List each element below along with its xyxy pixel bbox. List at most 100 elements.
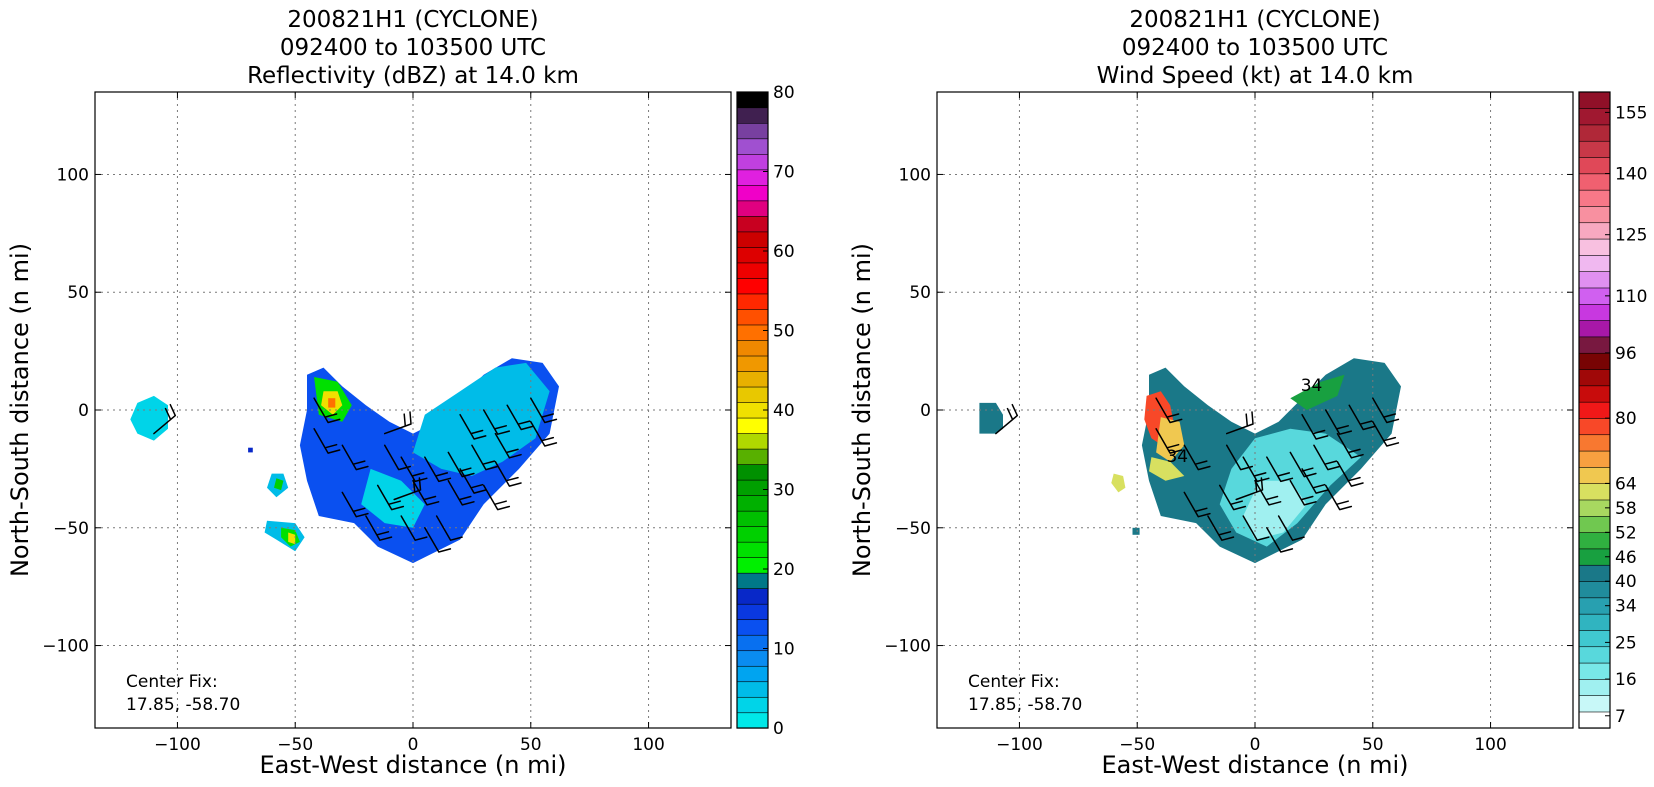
reflectivity-region-3 <box>130 395 168 441</box>
y-tick-label-3: 50 <box>909 283 931 303</box>
wind-barb-2 <box>1183 444 1211 471</box>
colorbar-swatch-28 <box>1578 254 1611 272</box>
reflectivity-y-axis-label: North-South distance (n mi) <box>6 243 34 577</box>
wind-barb-26 <box>1266 527 1294 553</box>
colorbar-tick-label-2: 20 <box>773 560 795 580</box>
reflectivity-region-12 <box>248 447 253 453</box>
colorbar-tick-label-14: 155 <box>1615 103 1647 123</box>
colorbar-tick-label-13: 140 <box>1615 165 1647 185</box>
colorbar-swatch-39 <box>736 107 769 124</box>
colorbar-swatch-29 <box>1578 238 1611 256</box>
wind-region-8 <box>1111 473 1126 493</box>
colorbar-tick-label-8: 80 <box>773 83 795 103</box>
colorbar-swatch-35 <box>1578 140 1611 158</box>
colorbar-swatch-40 <box>736 91 769 109</box>
wind-barb-12 <box>482 409 511 435</box>
colorbar-swatch-17 <box>736 448 769 465</box>
colorbar-swatch-24 <box>736 339 769 357</box>
wind-barb-15 <box>459 468 487 494</box>
colorbar-swatch-16 <box>736 463 769 481</box>
colorbar-tick-label-0: 0 <box>773 719 784 739</box>
colorbar-swatch-33 <box>1578 173 1611 191</box>
colorbar-swatch-21 <box>736 386 769 403</box>
wind-barb-24 <box>435 515 463 541</box>
wind-barb-27 <box>153 403 177 435</box>
y-tick-label-1: −50 <box>895 519 931 539</box>
wind-barb-1 <box>1155 428 1183 454</box>
colorbar-swatch-37 <box>736 138 769 155</box>
wind-barb-20 <box>1289 479 1317 506</box>
wind-center-fix-label: Center Fix: <box>968 672 1060 692</box>
colorbar-swatch-21 <box>1578 368 1611 387</box>
colorbar-swatch-15 <box>736 479 769 496</box>
contour-label-0: 34 <box>1301 376 1323 396</box>
x-tick-label-2: 0 <box>408 735 419 755</box>
colorbar-swatch-14 <box>736 495 769 512</box>
wind-barb-27 <box>995 403 1019 435</box>
wind-contour-labels: 34 34 <box>1166 376 1322 467</box>
reflectivity-center-fix-value: 17.85, -58.70 <box>126 695 240 715</box>
wind-barb-16 <box>494 461 522 487</box>
wind-speed-panel: 200821H1 (CYCLONE) 092400 to 103500 UTC … <box>848 7 1647 779</box>
colorbar-swatch-3 <box>736 665 769 683</box>
y-tick-label-4: 100 <box>899 165 931 185</box>
wind-title-line-2: 092400 to 103500 UTC <box>1122 35 1388 61</box>
colorbar-swatch-4 <box>736 650 769 667</box>
wind-barb-15 <box>1301 468 1329 494</box>
wind-barb-21 <box>482 484 511 511</box>
reflectivity-region-2 <box>361 468 425 528</box>
x-tick-label-3: 50 <box>520 735 542 755</box>
colorbar-swatch-20 <box>1578 385 1611 403</box>
colorbar-swatch-4 <box>1578 646 1611 664</box>
wind-barb-25 <box>1235 477 1264 501</box>
x-tick-label-2: 0 <box>1250 735 1261 755</box>
colorbar-swatch-28 <box>736 277 769 295</box>
x-tick-label-4: 100 <box>1474 735 1506 755</box>
wind-barb-14 <box>1372 397 1400 424</box>
reflectivity-center-fix-label: Center Fix: <box>126 672 218 692</box>
colorbar-swatch-6 <box>736 619 769 636</box>
colorbar-swatch-19 <box>1578 401 1611 419</box>
wind-barb-5 <box>400 456 428 483</box>
colorbar-tick-label-5: 50 <box>773 322 795 342</box>
wind-y-axis-label: North-South distance (n mi) <box>848 243 876 577</box>
reflectivity-title-line-1: 200821H1 (CYCLONE) <box>287 7 538 33</box>
colorbar-swatch-3 <box>1578 662 1611 680</box>
wind-barb-23 <box>1242 515 1270 541</box>
colorbar-swatch-32 <box>736 215 769 233</box>
wind-barb-26 <box>424 527 452 553</box>
colorbar-swatch-9 <box>736 572 769 589</box>
wind-barb-13 <box>1348 404 1376 431</box>
colorbar-swatch-30 <box>736 246 769 264</box>
colorbar-tick-label-4: 40 <box>1615 572 1637 592</box>
colorbar-swatch-30 <box>1578 222 1611 240</box>
wind-axis-ticks: −100 −50 0 50 100 −100 −50 0 50 100 <box>884 92 1573 755</box>
colorbar-swatch-16 <box>1578 450 1611 468</box>
wind-barb-2 <box>341 444 369 471</box>
wind-barb-17 <box>341 491 369 518</box>
colorbar-swatch-33 <box>736 200 769 217</box>
wind-barb-3 <box>1225 444 1254 471</box>
colorbar-swatch-7 <box>736 603 769 621</box>
colorbar-swatch-18 <box>736 432 769 450</box>
wind-region-2 <box>1243 480 1307 540</box>
wind-colorbar: 7 16 25 34 40 46 52 58 64 80 96 110 125 140 155 <box>1578 91 1647 729</box>
colorbar-swatch-1 <box>736 696 769 714</box>
wind-barb-0 <box>1155 397 1183 424</box>
reflectivity-region-1 <box>413 362 550 476</box>
wind-barb-21 <box>1324 484 1353 511</box>
colorbar-swatch-23 <box>1578 336 1611 354</box>
colorbar-swatch-25 <box>736 324 769 341</box>
colorbar-swatch-9 <box>1578 564 1611 582</box>
colorbar-tick-label-1: 16 <box>1615 670 1637 690</box>
colorbar-swatch-37 <box>1578 108 1611 126</box>
wind-barb-4 <box>383 411 412 435</box>
colorbar-tick-label-12: 125 <box>1615 226 1647 246</box>
colorbar-tick-label-6: 52 <box>1615 523 1637 543</box>
wind-barb-16 <box>1336 461 1364 487</box>
colorbar-swatch-1 <box>1578 695 1611 713</box>
wind-barb-9 <box>494 432 522 459</box>
colorbar-tick-label-3: 30 <box>773 481 795 501</box>
reflectivity-axis-ticks: −100 −50 0 50 100 −100 −50 0 50 100 <box>42 92 731 755</box>
